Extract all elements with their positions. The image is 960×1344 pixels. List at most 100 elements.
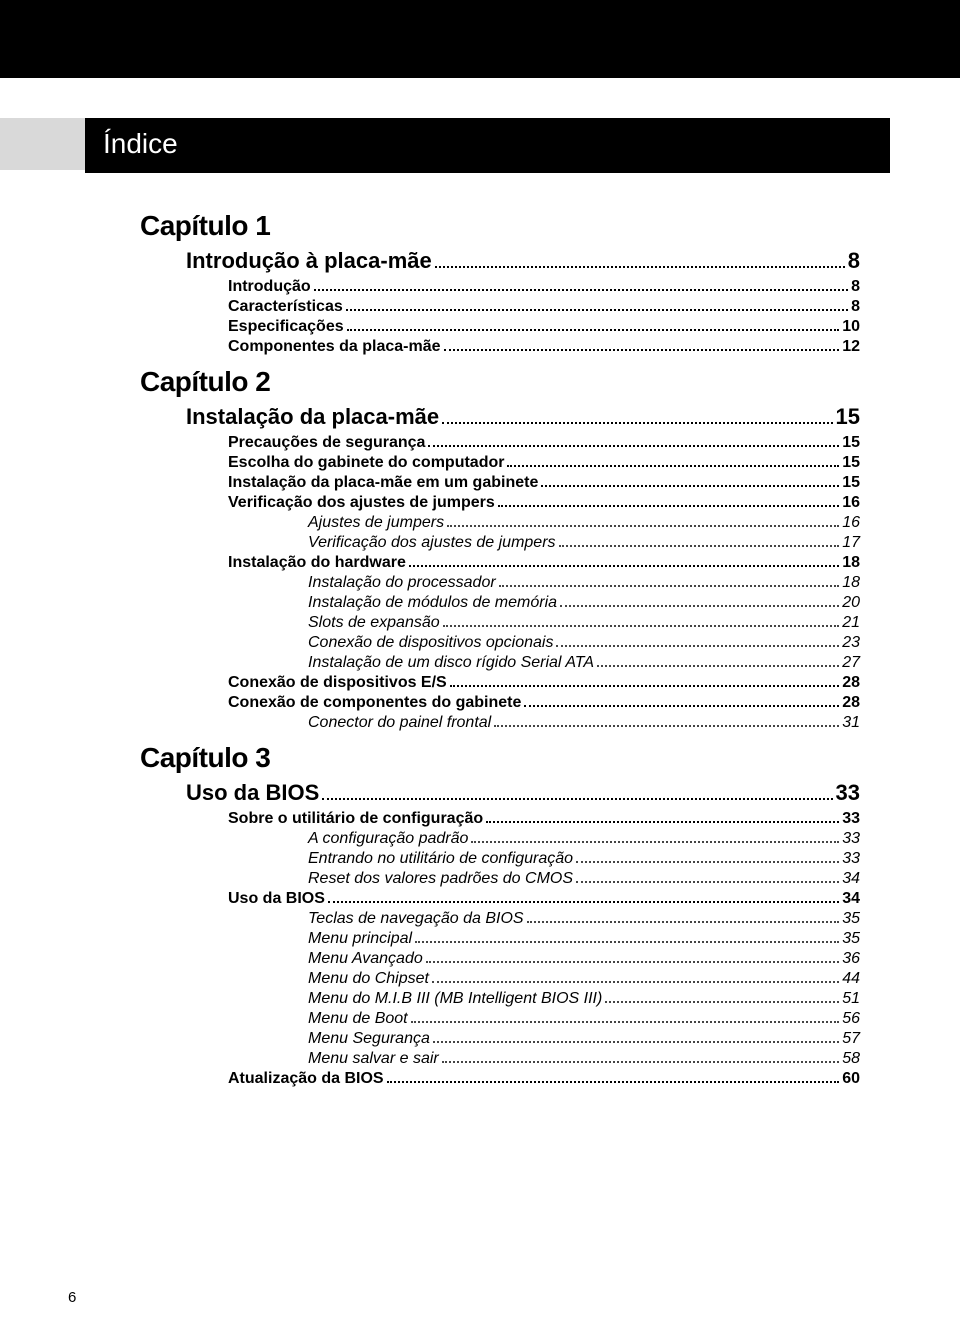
toc-page: 23 xyxy=(842,634,860,652)
toc-entry: Instalação de um disco rígido Serial ATA… xyxy=(308,654,860,672)
toc-label: Atualização da BIOS xyxy=(228,1070,384,1088)
toc-page: 10 xyxy=(842,318,860,336)
toc-label: Entrando no utilitário de configuração xyxy=(308,850,573,868)
toc-dots xyxy=(428,445,839,447)
toc-label: A configuração padrão xyxy=(308,830,468,848)
toc-page: 17 xyxy=(842,534,860,552)
toc-dots xyxy=(447,525,839,527)
section-heading: Uso da BIOS33 xyxy=(186,780,860,806)
toc-dots xyxy=(444,349,840,351)
toc-dots xyxy=(387,1081,840,1083)
toc-dots xyxy=(486,821,839,823)
toc-entry: Menu Segurança57 xyxy=(308,1030,860,1048)
header-underline xyxy=(85,170,890,173)
toc-label: Introdução à placa-mãe xyxy=(186,248,432,274)
toc-label: Menu do M.I.B III (MB Intelligent BIOS I… xyxy=(308,990,602,1008)
toc-page: 16 xyxy=(842,514,860,532)
toc-label: Instalação da placa-mãe xyxy=(186,404,439,430)
toc-dots xyxy=(432,981,839,983)
toc-page: 31 xyxy=(842,714,860,732)
chapter-heading: Capítulo 1 xyxy=(140,210,860,242)
toc-entry: Características8 xyxy=(228,298,860,316)
toc-dots xyxy=(494,725,839,727)
toc-label: Reset dos valores padrões do CMOS xyxy=(308,870,573,888)
toc-page: 51 xyxy=(842,990,860,1008)
toc-page: 56 xyxy=(842,1010,860,1028)
toc-entry: Introdução8 xyxy=(228,278,860,296)
toc-label: Especificações xyxy=(228,318,344,336)
toc-label: Uso da BIOS xyxy=(228,890,325,908)
toc-dots xyxy=(527,921,840,923)
toc-label: Ajustes de jumpers xyxy=(308,514,444,532)
toc-label: Instalação do hardware xyxy=(228,554,406,572)
toc-page: 34 xyxy=(842,870,860,888)
toc-dots xyxy=(409,565,839,567)
toc-page: 21 xyxy=(842,614,860,632)
toc-dots xyxy=(597,665,839,667)
toc-entry: Conexão de dispositivos opcionais 23 xyxy=(308,634,860,652)
toc-entry: A configuração padrão 33 xyxy=(308,830,860,848)
section-heading: Instalação da placa-mãe 15 xyxy=(186,404,860,430)
toc-page: 15 xyxy=(836,404,860,430)
toc-dots xyxy=(415,941,839,943)
toc-page: 35 xyxy=(842,910,860,928)
toc-entry: Menu de Boot56 xyxy=(308,1010,860,1028)
table-of-contents: Capítulo 1Introdução à placa-mãe8Introdu… xyxy=(140,200,860,1090)
chapter-heading: Capítulo 2 xyxy=(140,366,860,398)
toc-page: 12 xyxy=(842,338,860,356)
toc-label: Menu Avançado xyxy=(308,950,423,968)
toc-dots xyxy=(433,1041,839,1043)
toc-label: Componentes da placa-mãe xyxy=(228,338,441,356)
toc-entry: Escolha do gabinete do computador15 xyxy=(228,454,860,472)
toc-dots xyxy=(499,585,840,587)
toc-label: Características xyxy=(228,298,343,316)
toc-entry: Menu salvar e sair58 xyxy=(308,1050,860,1068)
toc-label: Uso da BIOS xyxy=(186,780,319,806)
toc-dots xyxy=(605,1001,839,1003)
toc-entry: Instalação da placa-mãe em um gabinete15 xyxy=(228,474,860,492)
toc-page: 35 xyxy=(842,930,860,948)
toc-entry: Entrando no utilitário de configuração 33 xyxy=(308,850,860,868)
toc-entry: Ajustes de jumpers 16 xyxy=(308,514,860,532)
toc-entry: Instalação do hardware 18 xyxy=(228,554,860,572)
toc-dots xyxy=(471,841,839,843)
chapter-heading: Capítulo 3 xyxy=(140,742,860,774)
page-title: Índice xyxy=(103,128,178,160)
toc-label: Precauções de segurança xyxy=(228,434,425,452)
toc-entry: Instalação do processador18 xyxy=(308,574,860,592)
toc-label: Instalação da placa-mãe em um gabinete xyxy=(228,474,538,492)
header-black-box: Índice xyxy=(85,118,890,170)
toc-page: 15 xyxy=(842,454,860,472)
toc-label: Conexão de componentes do gabinete xyxy=(228,694,521,712)
toc-entry: Menu do Chipset44 xyxy=(308,970,860,988)
toc-page: 58 xyxy=(842,1050,860,1068)
toc-entry: Conexão de componentes do gabinete28 xyxy=(228,694,860,712)
toc-label: Conector do painel frontal xyxy=(308,714,491,732)
toc-dots xyxy=(524,705,839,707)
toc-entry: Instalação de módulos de memória20 xyxy=(308,594,860,612)
toc-page: 18 xyxy=(842,554,860,572)
toc-label: Slots de expansão xyxy=(308,614,440,632)
toc-label: Teclas de navegação da BIOS xyxy=(308,910,524,928)
toc-page: 18 xyxy=(842,574,860,592)
toc-entry: Conexão de dispositivos E/S28 xyxy=(228,674,860,692)
toc-label: Conexão de dispositivos opcionais xyxy=(308,634,553,652)
toc-dots xyxy=(443,625,840,627)
toc-dots xyxy=(346,309,848,311)
toc-page: 27 xyxy=(842,654,860,672)
toc-page: 28 xyxy=(842,674,860,692)
toc-dots xyxy=(576,881,839,883)
toc-page: 60 xyxy=(842,1070,860,1088)
toc-page: 20 xyxy=(842,594,860,612)
header-gray-box xyxy=(0,118,85,170)
toc-entry: Reset dos valores padrões do CMOS 34 xyxy=(308,870,860,888)
page-number: 6 xyxy=(68,1289,76,1306)
toc-page: 15 xyxy=(842,434,860,452)
toc-page: 33 xyxy=(842,850,860,868)
toc-entry: Menu do M.I.B III (MB Intelligent BIOS I… xyxy=(308,990,860,1008)
toc-page: 33 xyxy=(842,830,860,848)
toc-dots xyxy=(442,422,832,424)
toc-dots xyxy=(328,901,839,903)
toc-dots xyxy=(556,645,839,647)
toc-entry: Precauções de segurança 15 xyxy=(228,434,860,452)
